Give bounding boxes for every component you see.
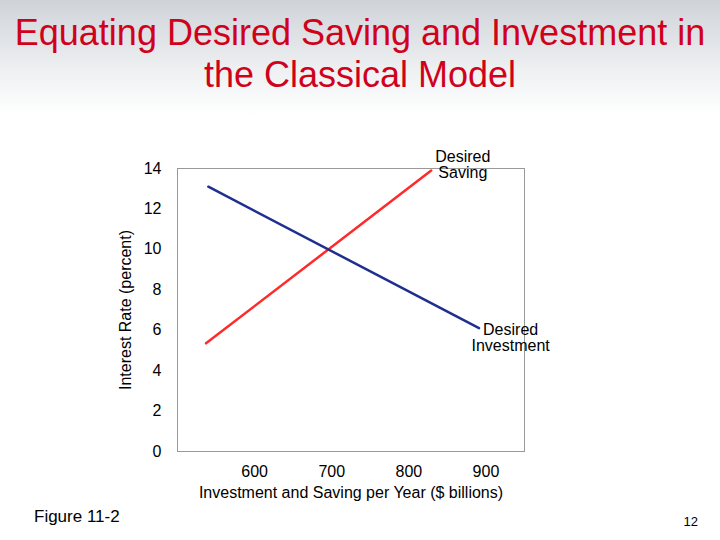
svg-text:0: 0 [153, 443, 162, 460]
svg-text:8: 8 [153, 281, 162, 298]
svg-text:Interest Rate (percent): Interest Rate (percent) [117, 230, 134, 390]
svg-text:700: 700 [318, 463, 345, 480]
svg-text:6: 6 [153, 321, 162, 338]
svg-text:2: 2 [153, 402, 162, 419]
svg-text:DesiredInvestment: DesiredInvestment [471, 321, 550, 354]
svg-text:900: 900 [473, 463, 500, 480]
html-text:12: 12 [683, 514, 698, 529]
html-text:Figure 11-2: Figure 11-2 [34, 507, 120, 526]
svg-text:4: 4 [153, 362, 162, 379]
svg-text:600: 600 [241, 463, 268, 480]
svg-text:Investment and Saving per Year: Investment and Saving per Year ($ billio… [199, 484, 503, 501]
svg-text:14: 14 [144, 160, 162, 177]
svg-text:DesiredSaving: DesiredSaving [435, 148, 490, 181]
svg-text:10: 10 [144, 240, 162, 257]
svg-text:800: 800 [395, 463, 422, 480]
html-text:Equating Desired Saving and In: Equating Desired Saving and Investment i… [14, 12, 706, 95]
svg-text:12: 12 [144, 200, 162, 217]
